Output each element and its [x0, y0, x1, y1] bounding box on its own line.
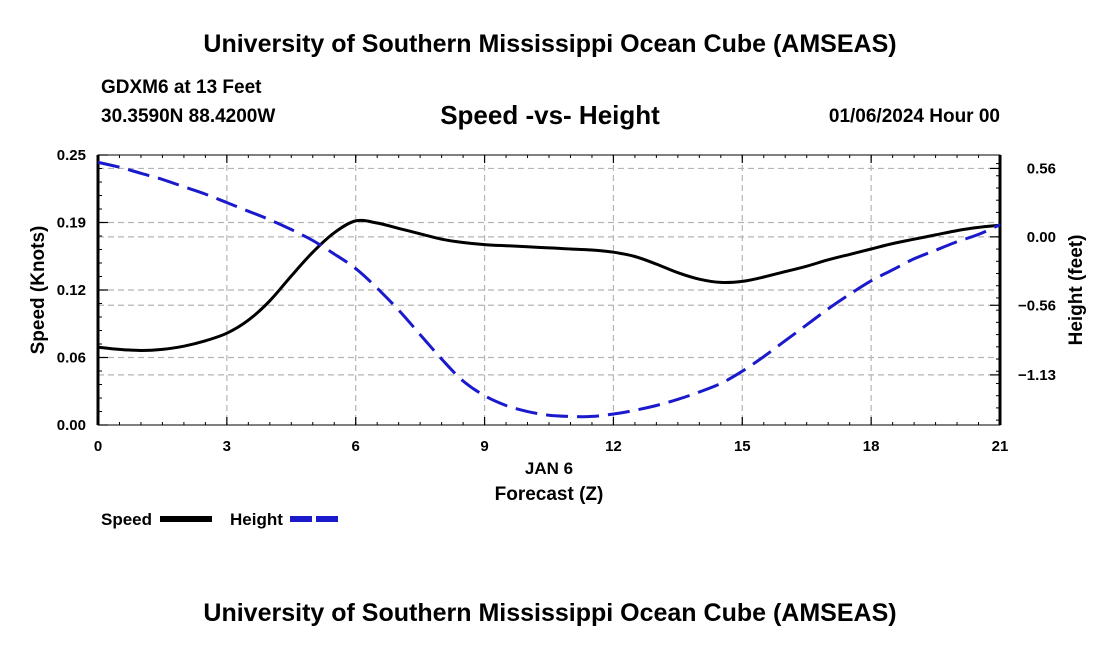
forecast-datetime: 01/06/2024 Hour 00 [828, 106, 1000, 127]
chart-title: University of Southern Mississippi Ocean… [203, 30, 897, 58]
y-left-tick-label: 0.06 [57, 350, 86, 367]
x-axis-title: Forecast (Z) [495, 484, 604, 505]
y-left-tick-label: 0.00 [57, 417, 86, 434]
y-right-tick-label: 0.56 [1027, 160, 1056, 177]
chart-subtitle: Speed -vs- Height [440, 100, 660, 130]
x-axis-date-label: JAN 6 [525, 459, 573, 478]
grid-lines [98, 155, 1000, 425]
x-tick-label: 6 [352, 438, 360, 455]
y-left-tick-label: 0.19 [57, 215, 86, 232]
y-axis-left-title: Speed (Knots) [28, 226, 49, 355]
y-left-tick-label: 0.12 [57, 282, 86, 299]
y-right-tick-label: −0.56 [1018, 297, 1056, 314]
series-line-height [97, 160, 1001, 419]
station-coordinates: 30.3590N 88.4200W [101, 106, 276, 127]
legend-speed-label: Speed [101, 510, 152, 529]
x-tick-label: 9 [480, 438, 488, 455]
x-tick-label: 18 [863, 438, 880, 455]
y-right-tick-label: −1.13 [1018, 367, 1056, 384]
x-tick-label: 21 [992, 438, 1009, 455]
x-tick-label: 0 [94, 438, 102, 455]
footer-title: University of Southern Mississippi Ocean… [203, 599, 897, 627]
x-tick-label: 3 [223, 438, 231, 455]
y-right-tick-label: 0.00 [1027, 229, 1056, 246]
x-tick-label: 15 [734, 438, 751, 455]
x-tick-label: 12 [605, 438, 622, 455]
series-line-speed [97, 218, 1001, 352]
y-left-tick-label: 0.25 [57, 147, 86, 164]
legend-height-label: Height [230, 510, 283, 529]
station-name: GDXM6 at 13 Feet [101, 77, 262, 98]
y-axis-right-title: Height (feet) [1066, 235, 1087, 346]
